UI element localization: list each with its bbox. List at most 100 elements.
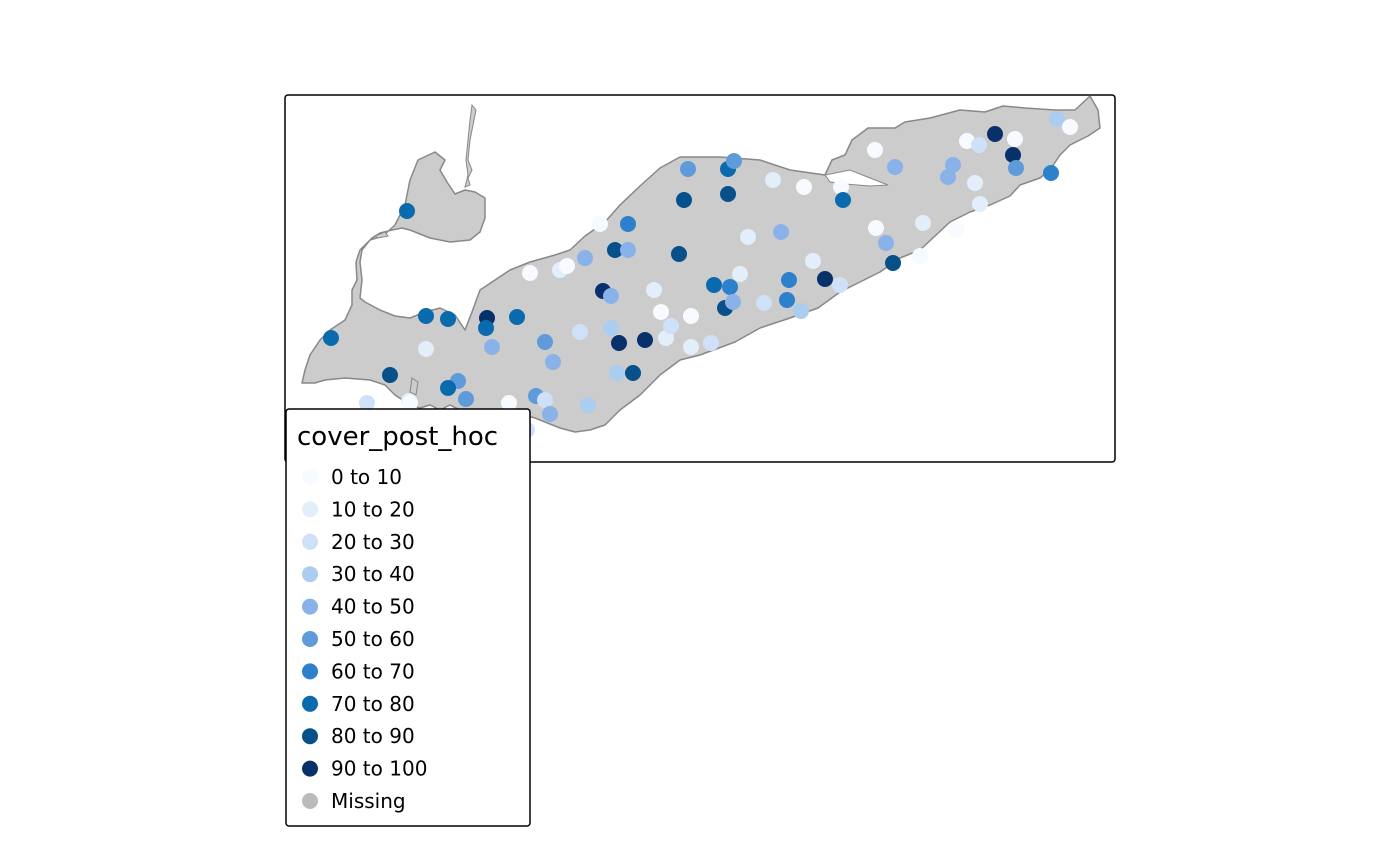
site-point (945, 157, 961, 173)
site-point (972, 196, 988, 212)
site-point (603, 288, 619, 304)
site-point (418, 308, 434, 324)
lake-erie-basin-shape (301, 95, 1101, 433)
legend-label: 10 to 20 (331, 497, 415, 521)
legend-item: 60 to 70 (302, 659, 415, 683)
legend-item: 30 to 40 (302, 562, 415, 586)
site-point (611, 335, 627, 351)
site-point (885, 255, 901, 271)
site-point (620, 242, 636, 258)
site-point (683, 339, 699, 355)
site-point (835, 192, 851, 208)
site-point (1049, 111, 1065, 127)
site-point (732, 266, 748, 282)
legend-label: 0 to 10 (331, 465, 402, 489)
site-point (703, 335, 719, 351)
islands (373, 103, 477, 396)
site-point (940, 169, 956, 185)
site-point (663, 318, 679, 334)
legend-item: 20 to 30 (302, 530, 415, 554)
site-point (725, 294, 741, 310)
site-point (740, 229, 756, 245)
legend-swatch (302, 566, 318, 583)
site-point (915, 215, 931, 231)
legend-swatch (302, 533, 318, 550)
site-point (478, 320, 494, 336)
site-point (887, 159, 903, 175)
legend-item: 0 to 10 (302, 465, 402, 489)
site-point (572, 324, 588, 340)
site-point (676, 192, 692, 208)
legend-swatch (302, 631, 318, 647)
legend-label: 80 to 90 (331, 724, 415, 748)
site-point (592, 216, 608, 232)
legend-label: 60 to 70 (331, 659, 415, 683)
site-point (542, 406, 558, 422)
legend-label: 90 to 100 (331, 757, 427, 781)
site-point (1008, 160, 1024, 176)
site-point (1043, 165, 1059, 181)
site-point (323, 330, 339, 346)
legend-label: 50 to 60 (331, 627, 415, 651)
site-point (948, 221, 964, 237)
site-point (773, 224, 789, 240)
legend-swatch (302, 793, 318, 809)
site-point (832, 277, 848, 293)
site-point (625, 365, 641, 381)
site-point (545, 354, 561, 370)
site-point (440, 311, 456, 327)
site-point (722, 279, 738, 295)
legend-swatch (302, 501, 318, 518)
site-point (868, 220, 884, 236)
site-point (658, 330, 674, 346)
legend-swatch (302, 760, 318, 777)
legend-item: 40 to 50 (302, 595, 415, 619)
legend-item: 50 to 60 (302, 627, 415, 651)
legend-label: 30 to 40 (331, 562, 415, 586)
site-point (440, 380, 456, 396)
site-point (793, 303, 809, 319)
site-point (484, 339, 500, 355)
site-point (912, 248, 928, 264)
site-point (509, 309, 525, 325)
site-point (781, 272, 797, 288)
site-point (607, 242, 623, 258)
legend-swatch (302, 695, 318, 712)
legend-label: 40 to 50 (331, 595, 415, 619)
site-point (382, 367, 398, 383)
site-point (671, 246, 687, 262)
site-point (537, 334, 553, 350)
site-point (559, 258, 575, 274)
site-point (537, 392, 553, 408)
site-point (817, 271, 833, 287)
site-point (805, 253, 821, 269)
legend-swatch (302, 728, 318, 745)
legend-label: Missing (331, 789, 406, 813)
site-point (501, 395, 517, 411)
legend-item: Missing (302, 789, 406, 813)
legend-label: 20 to 30 (331, 530, 415, 554)
site-point (1007, 131, 1023, 147)
site-point (756, 295, 772, 311)
site-point (603, 320, 619, 336)
site-point (402, 395, 418, 411)
site-points (323, 111, 1078, 438)
site-point (796, 179, 812, 195)
site-point (720, 186, 736, 202)
site-point (1062, 119, 1078, 135)
site-point (458, 391, 474, 407)
site-point (399, 203, 415, 219)
site-point (683, 308, 699, 324)
site-point (620, 216, 636, 232)
site-point (1005, 147, 1021, 163)
site-point (680, 161, 696, 177)
site-point (726, 153, 742, 169)
site-point (706, 277, 722, 293)
legend-swatch (302, 663, 318, 680)
site-point (359, 395, 375, 411)
legend-swatch (302, 598, 318, 615)
legend-title: cover_post_hoc (297, 422, 498, 452)
site-point (609, 365, 625, 381)
legend-box (285, 408, 531, 827)
site-point (577, 250, 593, 266)
